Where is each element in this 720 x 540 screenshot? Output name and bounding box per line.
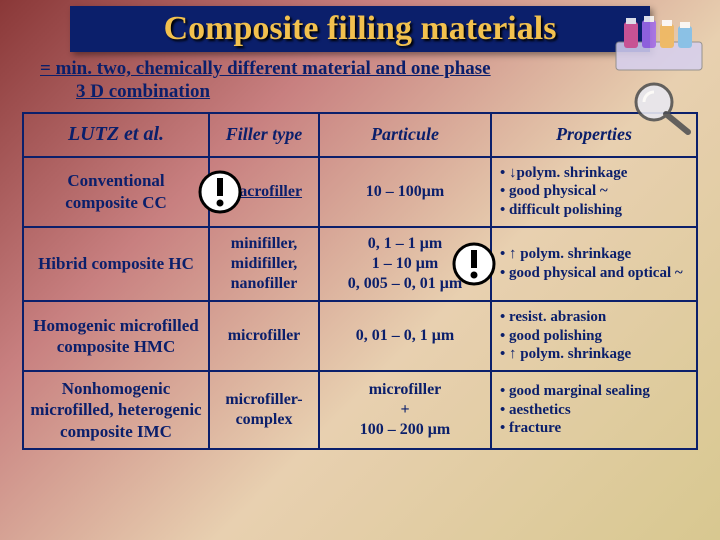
cell-properties: ↓polym. shrinkage good physical ~ diffic… — [491, 157, 697, 227]
table-row: Conventional composite CC macrofiller 10… — [23, 157, 697, 227]
cell-particule-text: 0, 1 – 1 μm1 – 10 μm0, 005 – 0, 01 μm — [348, 235, 462, 292]
cell-properties: good marginal sealing aesthetics fractur… — [491, 371, 697, 449]
subtitle-line-1: = min. two, chemically different materia… — [40, 58, 491, 79]
row-label: Conventional composite CC — [23, 157, 209, 227]
prop-item: good physical ~ — [500, 183, 608, 199]
prop-item: good polishing — [500, 328, 602, 344]
prop-item: aesthetics — [500, 402, 571, 418]
subtitle: = min. two, chemically different materia… — [40, 58, 700, 104]
prop-item: resist. abrasion — [500, 309, 606, 325]
cell-filler: macrofiller — [209, 157, 319, 227]
cell-particule: 10 – 100μm — [319, 157, 491, 227]
table-row: Nonhomogenic microfilled, heterogenic co… — [23, 371, 697, 449]
cell-filler: microfiller — [209, 301, 319, 371]
prop-item: ↑ polym. shrinkage — [500, 246, 631, 262]
slide-root: Composite filling materials = min. two, … — [0, 0, 720, 540]
cell-properties: resist. abrasion good polishing ↑ polym.… — [491, 301, 697, 371]
prop-item: fracture — [500, 420, 561, 436]
cell-particule: 0, 1 – 1 μm1 – 10 μm0, 005 – 0, 01 μm — [319, 227, 491, 301]
col-header-particule: Particule — [319, 113, 491, 157]
col-header-source: LUTZ et al. — [23, 113, 209, 157]
page-title: Composite filling materials — [164, 10, 557, 47]
row-label: Homogenic microfilled composite HMC — [23, 301, 209, 371]
subtitle-line-2: 3 D combination — [40, 81, 700, 104]
cell-particule: microfiller+100 – 200 μm — [319, 371, 491, 449]
cell-particule: 0, 01 – 0, 1 μm — [319, 301, 491, 371]
magnifier-icon — [626, 78, 696, 138]
cell-properties: ↑ polym. shrinkage good physical and opt… — [491, 227, 697, 301]
cell-filler-text: macrofiller — [226, 183, 302, 200]
cell-filler: microfiller-complex — [209, 371, 319, 449]
bottles-icon — [614, 14, 704, 74]
title-banner: Composite filling materials — [70, 6, 650, 52]
cell-filler: minifiller, midifiller, nanofiller — [209, 227, 319, 301]
row-label: Nonhomogenic microfilled, heterogenic co… — [23, 371, 209, 449]
row-label: Hibrid composite HC — [23, 227, 209, 301]
table-header-row: LUTZ et al. Filler type Particule Proper… — [23, 113, 697, 157]
col-header-filler: Filler type — [209, 113, 319, 157]
prop-item: difficult polishing — [500, 202, 622, 218]
prop-item: good physical and optical ~ — [500, 265, 683, 281]
prop-item: good marginal sealing — [500, 383, 650, 399]
prop-item: ↓polym. shrinkage — [500, 165, 627, 181]
composite-table: LUTZ et al. Filler type Particule Proper… — [22, 112, 698, 450]
table-row: Hibrid composite HC minifiller, midifill… — [23, 227, 697, 301]
table-row: Homogenic microfilled composite HMC micr… — [23, 301, 697, 371]
prop-item: ↑ polym. shrinkage — [500, 346, 631, 362]
